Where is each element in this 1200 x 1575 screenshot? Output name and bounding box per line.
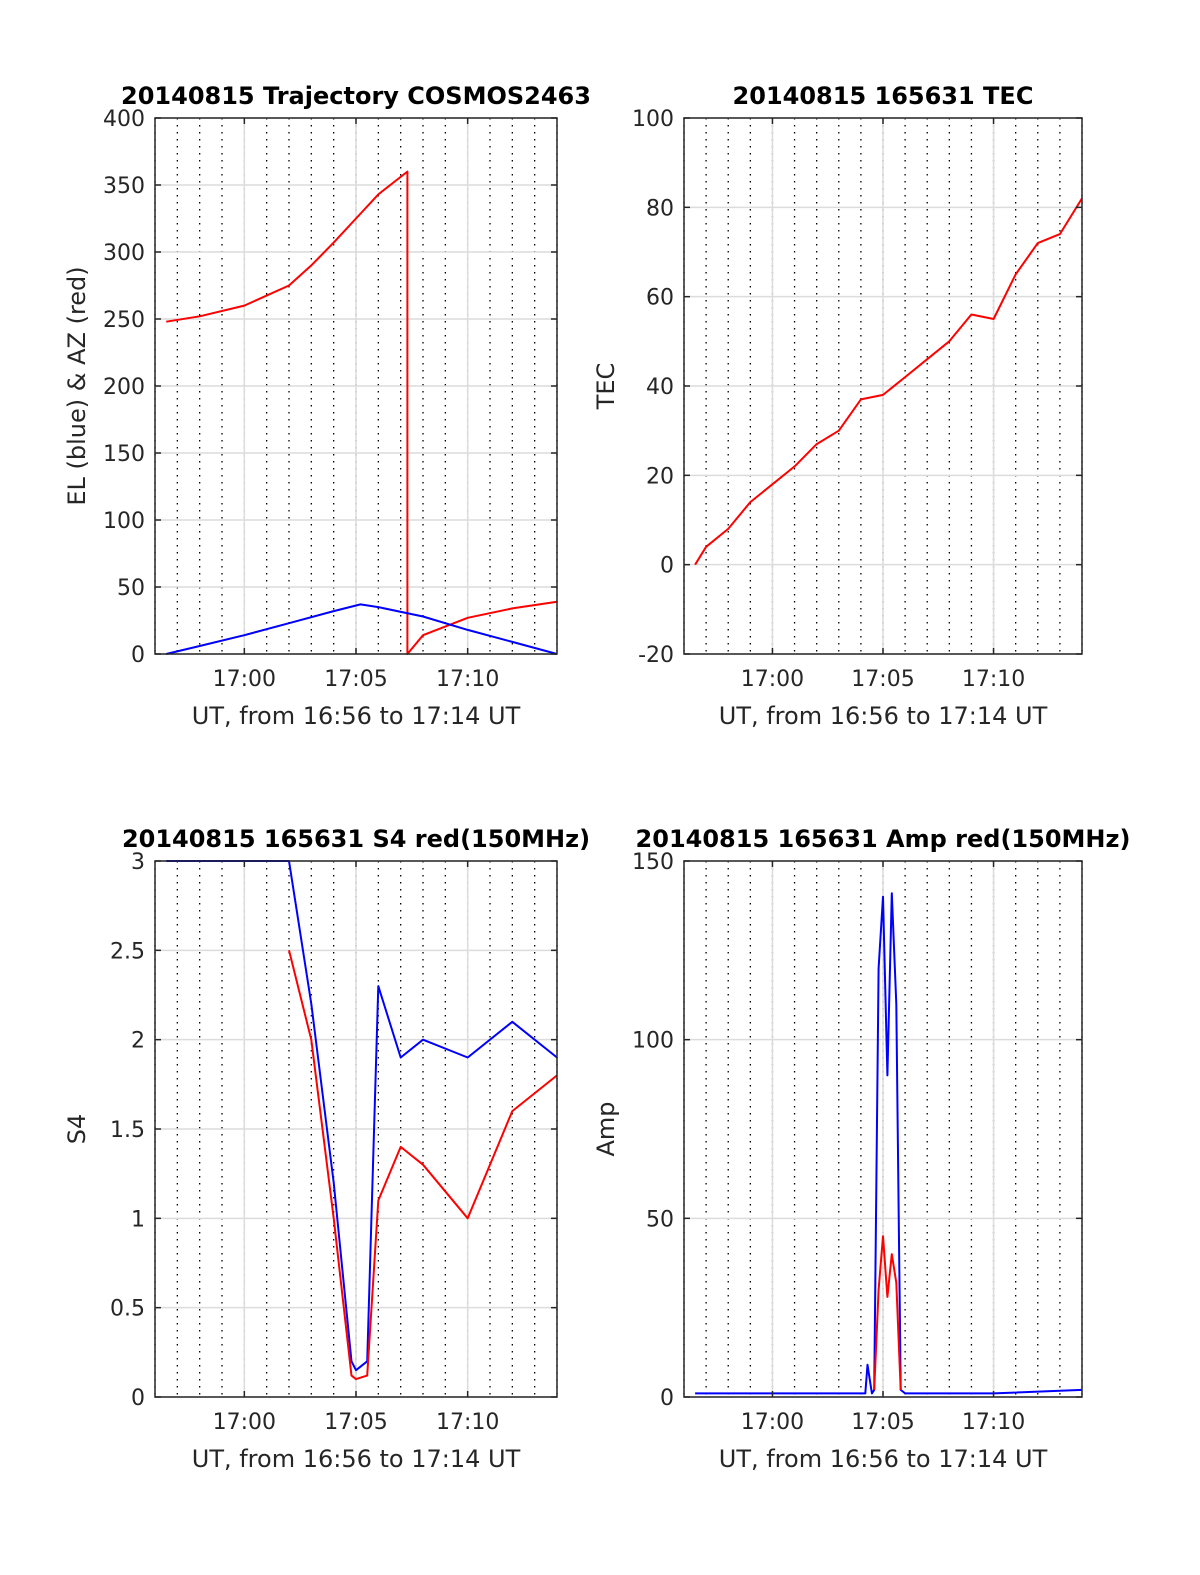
y-tick-label: 350	[103, 174, 145, 199]
y-tick-label: 150	[632, 850, 674, 875]
y-tick-label: 3	[131, 850, 145, 875]
chart-panel-2: 17:00 17:05 17:10 -20 0 20 40 60 80 100 20140815 1…	[592, 82, 1083, 730]
x-tick-label: 17:05	[324, 667, 387, 692]
x-tick-label: 17:10	[962, 667, 1025, 692]
y-tick-label: 2.5	[110, 939, 145, 964]
series-line-2	[288, 950, 558, 1381]
y-tick-label: 0	[660, 1386, 674, 1411]
y-tick-label: -20	[638, 643, 674, 668]
y-tick-label: 40	[646, 375, 674, 400]
y-tick-label: 100	[632, 1029, 674, 1054]
y-tick-label: 300	[103, 241, 145, 266]
x-tick-label: 17:10	[962, 1410, 1025, 1435]
y-tick-label: 0.5	[110, 1297, 145, 1322]
x-axis-label: UT, from 16:56 to 17:14 UT	[719, 1445, 1048, 1473]
y-tick-label: 150	[103, 442, 145, 467]
x-axis-label: UT, from 16:56 to 17:14 UT	[192, 702, 521, 730]
series-line-2	[873, 1235, 902, 1390]
y-tick-label: 20	[646, 464, 674, 489]
chart-title: 20140815 165631 Amp red(150MHz)	[636, 825, 1131, 853]
y-tick-label: 50	[646, 1207, 674, 1232]
x-tick-label: 17:00	[741, 667, 804, 692]
y-tick-label: 200	[103, 375, 145, 400]
x-tick-label: 17:00	[741, 1410, 804, 1435]
x-tick-label: 17:10	[436, 667, 499, 692]
x-axis-label: UT, from 16:56 to 17:14 UT	[719, 702, 1048, 730]
y-axis-label: Amp	[592, 1101, 620, 1156]
chart-title: 20140815 Trajectory COSMOS2463	[121, 82, 591, 110]
chart-panel-1: 17:00 17:05 17:10 0 50 100 150 200 250 300 350 4002…	[63, 82, 591, 730]
series-line-1	[166, 170, 558, 655]
y-tick-label: 100	[103, 509, 145, 534]
series-line-1	[695, 892, 1083, 1395]
y-axis-label: EL (blue) & AZ (red)	[63, 266, 91, 505]
x-tick-label: 17:10	[436, 1410, 499, 1435]
x-tick-label: 17:05	[851, 1410, 914, 1435]
y-tick-label: 2	[131, 1029, 145, 1054]
y-tick-label: 60	[646, 286, 674, 311]
y-tick-label: 0	[131, 643, 145, 668]
y-tick-label: 50	[117, 576, 145, 601]
x-tick-label: 17:00	[213, 667, 276, 692]
chart-title: 20140815 165631 TEC	[733, 82, 1034, 110]
y-tick-label: 250	[103, 308, 145, 333]
y-axis-label: TEC	[592, 363, 620, 411]
y-tick-label: 100	[632, 107, 674, 132]
x-tick-label: 17:05	[851, 667, 914, 692]
x-tick-label: 17:00	[213, 1410, 276, 1435]
y-tick-label: 400	[103, 107, 145, 132]
y-tick-label: 80	[646, 196, 674, 221]
y-tick-label: 1	[131, 1207, 145, 1232]
x-tick-label: 17:05	[324, 1410, 387, 1435]
y-tick-label: 1.5	[110, 1118, 145, 1143]
y-tick-label: 0	[131, 1386, 145, 1411]
x-axis-label: UT, from 16:56 to 17:14 UT	[192, 1445, 521, 1473]
y-tick-label: 0	[660, 554, 674, 579]
series-line-2	[165, 603, 558, 655]
series-line-1	[694, 197, 1083, 566]
chart-title: 20140815 165631 S4 red(150MHz)	[122, 825, 590, 853]
y-axis-label: S4	[63, 1114, 91, 1145]
